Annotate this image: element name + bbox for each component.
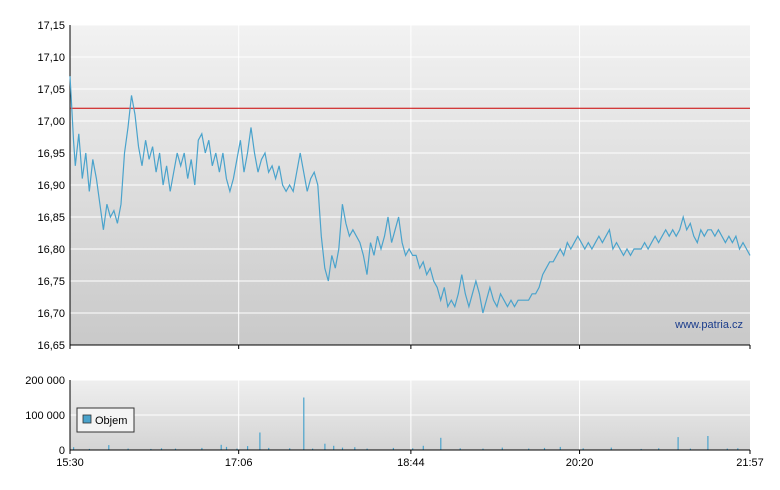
volume-legend: Objem	[76, 407, 135, 433]
price-y-tick-label: 16,65	[37, 340, 65, 352]
x-tick-label: 15:30	[56, 457, 84, 469]
volume-bar	[220, 444, 222, 451]
volume-bar	[108, 445, 110, 450]
volume-bar	[201, 447, 203, 450]
volume-bar	[640, 448, 642, 450]
price-y-tick-label: 17,10	[37, 52, 65, 64]
price-y-tick-label: 17,05	[37, 84, 65, 96]
volume-bar	[366, 448, 368, 450]
volume-bar	[236, 448, 238, 450]
price-y-tick-label: 16,95	[37, 148, 65, 160]
volume-bar	[259, 432, 261, 450]
x-tick-label: 18:44	[397, 457, 425, 469]
volume-bar	[333, 445, 335, 450]
volume-bar	[737, 448, 739, 451]
volume-bar	[528, 448, 530, 450]
volume-bar	[354, 447, 356, 450]
price-y-tick-label: 16,80	[37, 244, 65, 256]
legend-swatch-objem	[82, 414, 92, 424]
price-y-tick-label: 17,15	[37, 20, 65, 32]
volume-bar	[582, 448, 584, 451]
x-tick-label: 21:57	[736, 457, 764, 469]
price-series-line	[69, 76, 751, 314]
volume-bar	[341, 447, 344, 450]
volume-bar	[440, 437, 442, 451]
volume-bar	[303, 397, 305, 450]
volume-bar	[658, 448, 660, 451]
volume-bar	[689, 448, 691, 450]
volume-bar	[289, 448, 291, 451]
volume-bar	[459, 448, 461, 451]
x-tick-label: 20:20	[566, 457, 594, 469]
volume-bar	[726, 448, 728, 450]
legend-box	[76, 407, 135, 433]
volume-bar	[174, 448, 177, 450]
volume-y-tick-label: 0	[59, 445, 65, 457]
volume-bar	[501, 447, 503, 450]
volume-bars	[73, 397, 739, 451]
watermark: www.patria.cz	[674, 319, 743, 331]
volume-y-tick-label: 100 000	[25, 410, 65, 422]
volume-bar	[610, 447, 612, 450]
volume-bar	[73, 447, 75, 450]
volume-bar	[225, 446, 228, 450]
volume-bar	[324, 443, 326, 450]
time-x-axis: 15:30 17:06 18:44 20:20 21:57	[56, 450, 764, 469]
price-y-tick-label: 16,70	[37, 308, 65, 320]
price-y-tick-label: 16,85	[37, 212, 65, 224]
volume-bar	[482, 448, 484, 450]
volume-bar	[88, 448, 90, 450]
volume-bar	[247, 446, 249, 450]
volume-bar	[707, 436, 709, 450]
price-y-tick-label: 16,75	[37, 276, 65, 288]
volume-panel: 200 000 100 000 0 Objem 15:30 17:06 18:44 20:…	[25, 375, 764, 469]
volume-bar	[150, 448, 152, 450]
price-grid	[70, 24, 750, 345]
volume-bar	[412, 448, 414, 451]
volume-y-axis: 200 000 100 000 0	[25, 375, 65, 457]
price-y-tick-label: 16,90	[37, 180, 65, 192]
volume-bar	[422, 445, 424, 450]
x-tick-label: 17:06	[225, 457, 253, 469]
volume-bar	[160, 448, 163, 451]
volume-bar	[559, 446, 561, 450]
volume-bar	[677, 437, 679, 450]
volume-bar	[127, 448, 129, 450]
price-y-axis: 17,15 17,10 17,05 17,00 16,95 16,90 16,85 16,80…	[37, 20, 751, 352]
volume-bar	[543, 447, 546, 450]
price-y-tick-label: 17,00	[37, 116, 65, 128]
volume-grid	[70, 379, 750, 450]
legend-label-objem: Objem	[95, 415, 127, 427]
price-panel: 17,15 17,10 17,05 17,00 16,95 16,90 16,85 16,80…	[37, 20, 751, 352]
volume-y-tick-label: 200 000	[25, 375, 65, 387]
volume-bar	[312, 448, 314, 450]
volume-bar	[268, 447, 270, 450]
volume-bar	[392, 447, 394, 450]
